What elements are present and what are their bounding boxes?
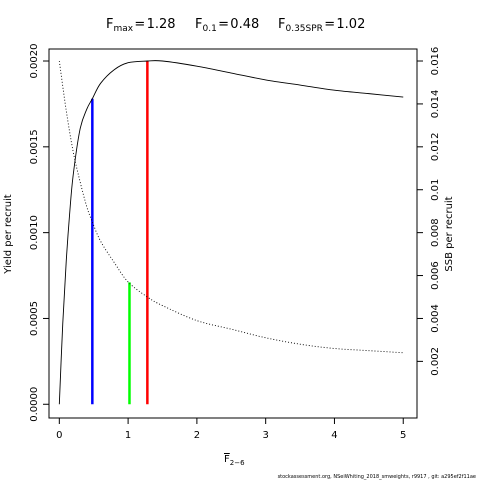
y-left-tick-label: 0.0000 (29, 387, 40, 422)
y-right-tick-label: 0.014 (430, 90, 441, 119)
title-f01: F0.1 = 0.48 (195, 17, 259, 34)
x-tick-label: 1 (125, 430, 131, 441)
y-left-tick-label: 0.0005 (29, 301, 40, 336)
y-axis-left-label: Yield per recruit (3, 194, 14, 275)
y-axis-right: 0.002 0.004 0.006 0.008 0.01 0.012 0.014 0.016 (417, 47, 441, 376)
x-axis: 0 1 2 3 4 5 (56, 418, 406, 441)
y-right-tick-label: 0.016 (430, 47, 441, 76)
x-tick-label: 4 (331, 430, 337, 441)
y-right-tick-label: 0.004 (430, 304, 441, 333)
x-axis-label: F2−6 (224, 454, 245, 467)
ssb-per-recruit-curve (58, 60, 404, 354)
reference-lines (91, 61, 149, 405)
y-axis-right-label: SSB per recruit (444, 196, 455, 271)
y-right-tick-label: 0.008 (430, 218, 441, 247)
x-tick-label: 0 (56, 430, 62, 441)
yield-per-recruit-curve (58, 60, 404, 405)
plot-frame (48, 48, 418, 419)
x-tick-label: 2 (194, 430, 200, 441)
title-f035spr: F0.35SPR = 1.02 (278, 17, 365, 34)
footer-credit: stockassessment.org, NSeiWhiting_2018_sm… (278, 474, 476, 480)
title-fmax: Fmax = 1.28 (106, 17, 176, 34)
y-right-tick-label: 0.006 (430, 261, 441, 290)
series-layer (58, 60, 404, 405)
x-tick-label: 5 (400, 430, 406, 441)
y-left-tick-label: 0.0020 (29, 44, 40, 79)
y-right-tick-label: 0.012 (430, 133, 441, 162)
x-tick-label: 3 (262, 430, 268, 441)
y-right-tick-label: 0.002 (430, 347, 441, 376)
y-right-tick-label: 0.01 (430, 179, 441, 201)
y-axis-left: 0.0000 0.0005 0.0010 0.0015 0.0020 (29, 44, 49, 422)
y-left-tick-label: 0.0010 (29, 215, 40, 250)
y-left-tick-label: 0.0015 (29, 129, 40, 164)
